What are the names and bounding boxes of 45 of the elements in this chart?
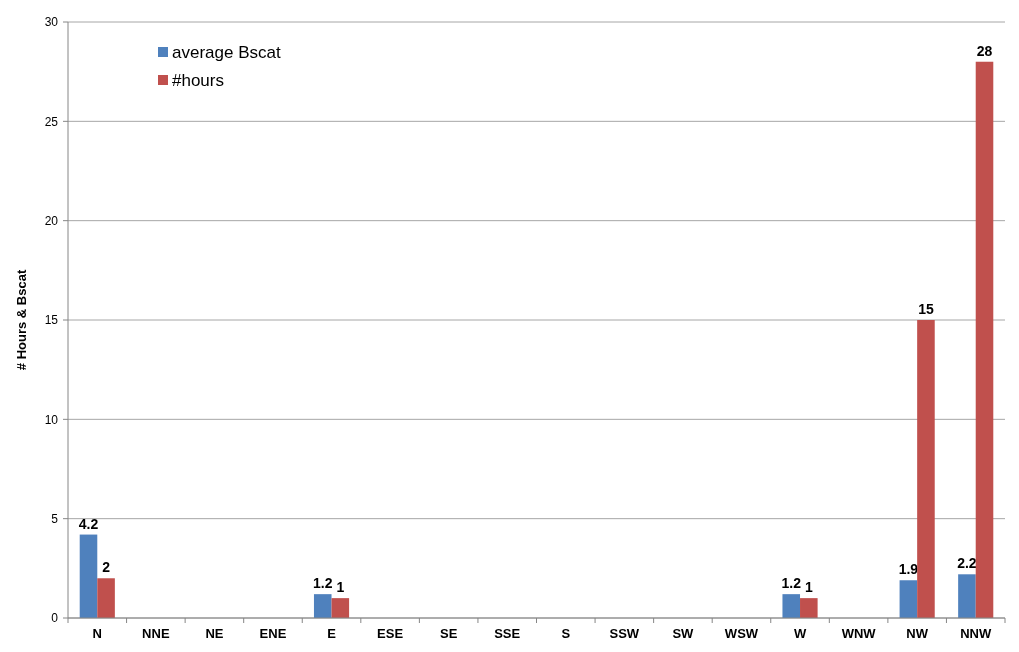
y-tick-label: 25 — [44, 114, 59, 129]
bar — [975, 61, 994, 618]
bar — [313, 594, 332, 618]
x-tick-label: SSE — [494, 626, 521, 641]
bar — [958, 574, 976, 618]
x-tick-label: S — [561, 626, 571, 641]
x-tick-label: NW — [906, 626, 929, 641]
x-tick-label: WSW — [724, 626, 759, 641]
x-tick-label: ESE — [377, 626, 404, 641]
bar — [917, 320, 935, 618]
data-label: 2.2 — [957, 555, 977, 572]
legend-label: average Bscat — [172, 42, 281, 62]
y-tick-label: 5 — [51, 511, 59, 526]
x-tick-label: NNW — [960, 626, 992, 641]
bar — [97, 578, 115, 618]
y-tick-label: 20 — [44, 213, 59, 228]
data-label: 1 — [804, 579, 813, 596]
y-axis-title: # Hours & Bscat — [14, 269, 29, 371]
x-tick-label: SW — [672, 626, 695, 641]
bar — [800, 598, 818, 618]
data-label: 4.2 — [78, 515, 99, 532]
data-label: 1.2 — [313, 575, 333, 592]
x-tick-label: NE — [205, 626, 224, 641]
y-tick-label: 10 — [44, 412, 59, 427]
x-tick-label: NNE — [142, 626, 170, 641]
x-tick-label: ENE — [259, 626, 287, 641]
bar — [782, 594, 801, 618]
bar — [899, 580, 918, 618]
data-label: 1 — [336, 579, 345, 596]
x-tick-label: E — [327, 626, 337, 641]
data-label: 1.2 — [781, 575, 802, 592]
bar — [79, 534, 98, 618]
x-tick-label: SSW — [609, 626, 640, 641]
data-label: 2 — [102, 559, 111, 576]
x-tick-label: N — [92, 626, 102, 641]
bar — [331, 598, 350, 618]
y-tick-label: 30 — [44, 15, 59, 30]
x-tick-label: WNW — [841, 626, 877, 641]
x-tick-label: W — [793, 626, 807, 641]
data-label: 15 — [918, 301, 934, 317]
y-tick-label: 15 — [44, 313, 59, 328]
y-tick-label: 0 — [51, 611, 59, 626]
data-label: 28 — [976, 42, 993, 59]
x-tick-label: SE — [439, 626, 458, 641]
legend-label: #hours — [172, 70, 224, 90]
